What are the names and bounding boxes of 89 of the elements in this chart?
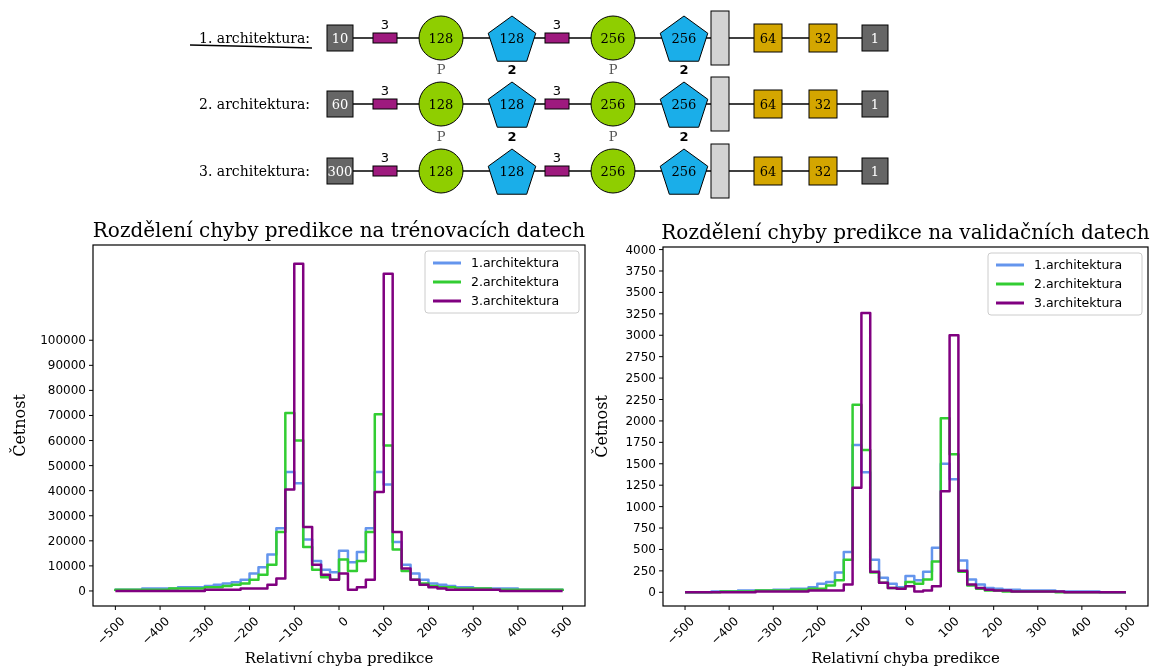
y-tick-label: 20000 <box>47 533 86 548</box>
text: 3 <box>380 150 390 165</box>
pentagon-icon: 256 <box>659 81 709 128</box>
legend-label: 1.architektura <box>471 255 560 270</box>
pentagon-icon: 128 <box>487 15 537 62</box>
pentagon-icon: 256 <box>659 15 709 62</box>
y-tick-label: 2000 <box>625 413 656 428</box>
x-tick-label: 400 <box>1067 614 1094 641</box>
y-axis-title: Četnost <box>591 394 611 458</box>
y-tick-label: 1250 <box>625 478 656 493</box>
circle-icon: 128 <box>418 15 464 61</box>
x-tick-label: 300 <box>1023 614 1050 641</box>
text: 2 <box>679 62 689 77</box>
category-label: 3. architektura: <box>199 163 310 179</box>
x-tick-label: 400 <box>503 614 530 641</box>
y-tick-label: 750 <box>633 521 656 536</box>
legend-label: 2.architektura <box>1034 276 1123 291</box>
text: 2 <box>507 129 517 144</box>
circle-icon: 256 <box>590 81 636 127</box>
y-tick-label: 4000 <box>625 242 656 257</box>
block-icon: 300 <box>326 157 354 185</box>
block-icon: 32 <box>808 156 838 186</box>
text: 3 <box>552 83 562 98</box>
y-tick-label: 40000 <box>47 483 86 498</box>
legend-label: 3.architektura <box>1034 295 1123 310</box>
y-tick-label: 0 <box>648 585 656 600</box>
category-label: 1. architektura: <box>199 30 310 46</box>
block-icon: 1 <box>861 24 889 52</box>
y-tick-label: 100000 <box>40 333 86 348</box>
y-tick-label: 60000 <box>47 433 86 448</box>
block-icon: 64 <box>753 89 783 119</box>
text: P <box>608 62 618 77</box>
y-tick-label: 3000 <box>625 328 656 343</box>
y-axis-title: Četnost <box>9 393 29 457</box>
y-tick-label: 10000 <box>47 558 86 573</box>
block-icon: 64 <box>753 156 783 186</box>
y-tick-label: 500 <box>633 542 656 557</box>
block-icon: 32 <box>808 89 838 119</box>
text: 3 <box>552 17 562 32</box>
legend-label: 3.architektura <box>471 293 560 308</box>
y-tick-label: 1750 <box>625 435 656 450</box>
text: 2 <box>679 129 689 144</box>
chart-title: Rozdělení chyby predikce na validačních datech <box>661 220 1150 244</box>
text: 2 <box>507 62 517 77</box>
pentagon-icon: 128 <box>487 148 537 195</box>
x-axis-title: Relativní chyba predikce <box>244 649 434 666</box>
x-tick-label: 0 <box>902 614 918 630</box>
legend-label: 2.architektura <box>471 274 560 289</box>
y-tick-label: 2500 <box>625 371 656 386</box>
x-tick-label: 500 <box>548 614 575 641</box>
y-tick-label: 3250 <box>625 306 656 321</box>
y-tick-label: 2750 <box>625 349 656 364</box>
category-label: 2. architektura: <box>199 96 310 112</box>
y-tick-label: 1500 <box>625 456 656 471</box>
x-tick-label: 100 <box>369 614 396 641</box>
pentagon-icon: 256 <box>659 148 709 195</box>
y-tick-label: 80000 <box>47 383 86 398</box>
text: 3 <box>380 83 390 98</box>
text: P <box>436 62 446 77</box>
circle-icon: 256 <box>590 15 636 61</box>
y-tick-label: 70000 <box>47 408 86 423</box>
y-tick-label: 90000 <box>47 358 86 373</box>
pentagon-icon: 128 <box>487 81 537 128</box>
block-icon: 1 <box>861 90 889 118</box>
text: 3 <box>380 17 390 32</box>
y-tick-label: 250 <box>633 563 656 578</box>
circle-icon: 128 <box>418 148 464 194</box>
block-icon: 32 <box>808 23 838 53</box>
x-axis-title: Relativní chyba predikce <box>811 649 1000 666</box>
x-tick-label: 100 <box>935 614 962 641</box>
text: P <box>436 129 446 144</box>
chart-title: Rozdělení chyby predikce na trénovacích datech <box>92 218 586 242</box>
circle-icon: 128 <box>418 81 464 127</box>
text: 3 <box>552 150 562 165</box>
y-tick-label: 30000 <box>47 508 86 523</box>
y-tick-label: 2250 <box>625 392 656 407</box>
y-tick-label: 1000 <box>625 499 656 514</box>
legend-label: 1.architektura <box>1034 257 1123 272</box>
block-icon: 1 <box>861 157 889 185</box>
block-icon: 10 <box>326 24 354 52</box>
text: P <box>608 129 618 144</box>
y-tick-label: 0 <box>78 583 86 598</box>
circle-icon: 256 <box>590 148 636 194</box>
block-icon: 60 <box>326 90 354 118</box>
y-tick-label: 3750 <box>625 263 656 278</box>
block-icon: 64 <box>753 23 783 53</box>
x-tick-label: 0 <box>335 614 352 630</box>
y-tick-label: 50000 <box>47 458 86 473</box>
y-tick-label: 3500 <box>625 285 656 300</box>
